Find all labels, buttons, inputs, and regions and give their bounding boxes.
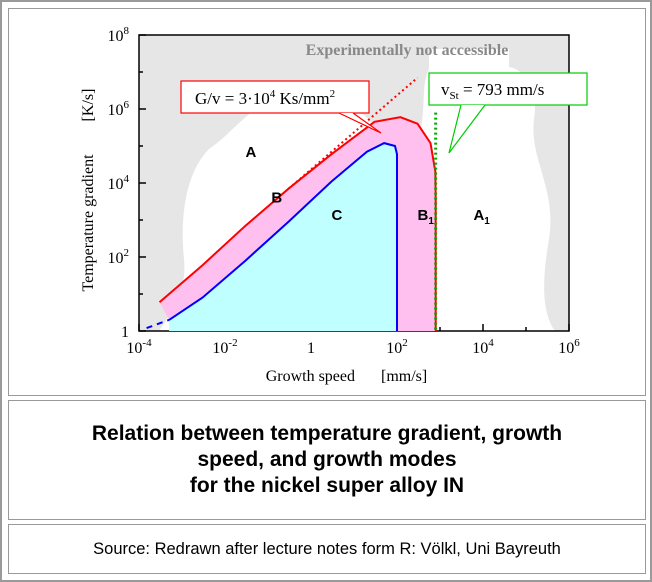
svg-text:vSt = 793 mm/s: vSt = 793 mm/s bbox=[441, 80, 544, 102]
y-tick-label: 1 bbox=[121, 324, 129, 341]
region-C-fill bbox=[169, 143, 397, 331]
caption-cell: Relation between temperature gradient, g… bbox=[8, 400, 646, 520]
x-axis-label: Growth speed bbox=[266, 368, 355, 385]
svg-text:G/v = 3·104 Ks/mm2: G/v = 3·104 Ks/mm2 bbox=[195, 88, 335, 108]
blue-dashed-extension bbox=[146, 318, 170, 330]
blue-boundary-curve bbox=[168, 142, 398, 331]
figure-cell: Experimentally not accessible G/v = 3·10… bbox=[8, 8, 646, 396]
gv-annotation: G/v = 3·104 Ks/mm2 bbox=[180, 80, 382, 134]
region-B-fill bbox=[159, 117, 436, 331]
y-tick-label: 104 bbox=[108, 173, 130, 193]
caption-line-3: for the nickel super alloy IN bbox=[189, 474, 465, 497]
figure-caption: Relation between temperature gradient, g… bbox=[82, 421, 572, 499]
y-axis-unit: [K/s] bbox=[80, 89, 97, 122]
region-label: A bbox=[246, 144, 257, 161]
y-tick-label: 108 bbox=[108, 25, 130, 45]
x-tick-label: 1 bbox=[307, 340, 315, 357]
y-axis-label: Temperature gradient bbox=[80, 154, 97, 292]
source-note: Source: Redrawn after lecture notes form… bbox=[93, 539, 561, 558]
y-tick-label: 102 bbox=[108, 247, 130, 267]
caption-line-1: Relation between temperature gradient, g… bbox=[91, 422, 563, 445]
region-label: B1 bbox=[418, 207, 435, 227]
region-label: B bbox=[271, 189, 282, 206]
caption-line-2: speed, and growth modes bbox=[197, 448, 457, 471]
y-tick-marks bbox=[139, 34, 146, 332]
x-axis-unit: [mm/s] bbox=[381, 368, 427, 385]
x-tick-label: 104 bbox=[472, 337, 494, 357]
region-label: A1 bbox=[473, 207, 490, 227]
region-label: C bbox=[332, 207, 343, 224]
y-tick-label: 106 bbox=[108, 99, 130, 119]
vst-annotation: vSt = 793 mm/s bbox=[428, 72, 588, 154]
tick-labels: 1 102 104 106 108 10-4 10-2 1 102 104 106 bbox=[108, 25, 581, 357]
region-labels: A B C B1 A1 bbox=[246, 144, 491, 227]
x-tick-label: 102 bbox=[386, 337, 408, 357]
red-boundary-curve bbox=[158, 116, 437, 331]
source-cell: Source: Redrawn after lecture notes form… bbox=[8, 524, 646, 574]
inaccessible-label: Experimentally not accessible bbox=[306, 42, 509, 59]
phase-diagram-chart: Experimentally not accessible G/v = 3·10… bbox=[80, 25, 588, 385]
gv-dotted-line bbox=[287, 76, 419, 190]
x-tick-label: 10-4 bbox=[126, 337, 152, 357]
x-tick-label: 106 bbox=[558, 337, 580, 357]
x-tick-label: 10-2 bbox=[212, 337, 237, 357]
